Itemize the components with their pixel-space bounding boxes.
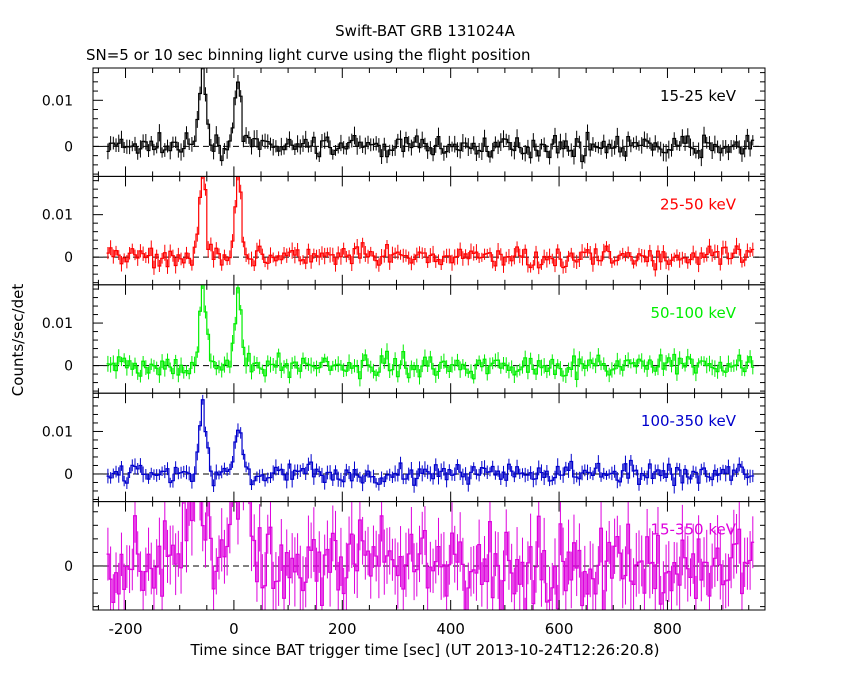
x-tick-label: 600 bbox=[545, 620, 574, 638]
chart-subtitle: SN=5 or 10 sec binning light curve using… bbox=[86, 46, 531, 64]
panel-15-350-keV: 0 15-350 keV bbox=[64, 501, 766, 611]
y-tick-label: 0.01 bbox=[42, 316, 73, 332]
x-tick-label: 800 bbox=[653, 620, 682, 638]
light-curve-line bbox=[106, 399, 755, 487]
x-axis-label: Time since BAT trigger time [sec] (UT 20… bbox=[190, 641, 660, 659]
panel-100-350-keV: 0 0.01 100-350 keV bbox=[42, 392, 766, 503]
chart-title: Swift-BAT GRB 131024A bbox=[335, 22, 515, 40]
y-tick-label: 0 bbox=[64, 359, 73, 375]
light-curve-line bbox=[106, 501, 755, 611]
band-label: 25-50 keV bbox=[660, 195, 737, 213]
y-tick-label: 0 bbox=[64, 139, 73, 155]
x-tick-label: -200 bbox=[108, 620, 142, 638]
y-tick-label: 0 bbox=[64, 250, 73, 266]
panel-frame bbox=[92, 67, 766, 177]
y-tick-label: 0 bbox=[64, 467, 73, 483]
x-tick-label: 0 bbox=[229, 620, 239, 638]
band-label: 50-100 keV bbox=[650, 304, 736, 322]
panels-group: 0 0.01 15-25 keV 0 0.01 25-50 keV 0 0.01 50-100 … bbox=[42, 67, 766, 638]
panel-25-50-keV: 0 0.01 25-50 keV bbox=[42, 175, 766, 286]
panel-frame bbox=[92, 392, 766, 503]
y-tick-label: 0.01 bbox=[42, 93, 73, 109]
y-tick-label: 0.01 bbox=[42, 208, 73, 224]
panel-15-25-keV: 0 0.01 15-25 keV bbox=[42, 67, 766, 177]
light-curve-line bbox=[106, 176, 755, 271]
y-tick-label: 0.01 bbox=[42, 424, 73, 440]
panel-frame bbox=[92, 501, 766, 611]
band-label: 15-25 keV bbox=[660, 87, 737, 105]
band-label: 100-350 keV bbox=[641, 412, 737, 430]
band-label: 15-350 keV bbox=[650, 521, 736, 539]
light-curve-line bbox=[106, 284, 755, 380]
y-axis-label: Counts/sec/det bbox=[9, 284, 27, 397]
panel-50-100-keV: 0 0.01 50-100 keV bbox=[42, 284, 766, 394]
panel-frame bbox=[92, 175, 766, 286]
panel-frame bbox=[92, 284, 766, 394]
light-curve-line bbox=[106, 68, 755, 163]
x-tick-label: 200 bbox=[328, 620, 357, 638]
y-tick-label: 0 bbox=[64, 559, 73, 575]
x-tick-label: 400 bbox=[436, 620, 465, 638]
